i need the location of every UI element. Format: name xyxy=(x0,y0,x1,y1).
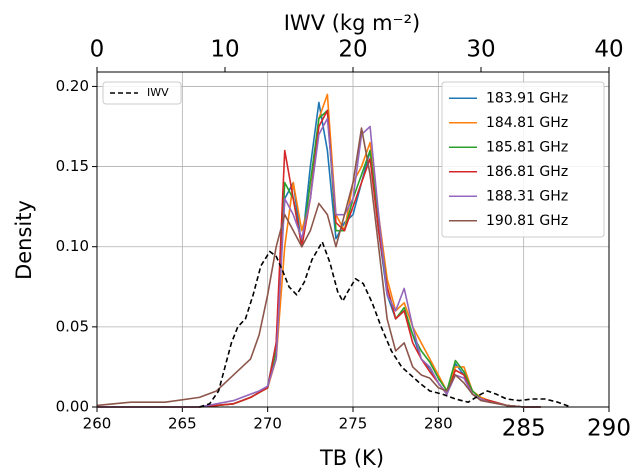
y-axis-label: Density xyxy=(12,200,36,280)
legend-label: 183.91 GHz xyxy=(486,90,568,106)
density-line xyxy=(96,127,541,408)
x-tick-label: 280 xyxy=(424,415,453,433)
plot-frame xyxy=(96,71,610,408)
legend-box xyxy=(102,81,182,105)
density-line xyxy=(97,109,541,408)
legend-label: 186.81 GHz xyxy=(486,164,568,180)
x-tick-label: 275 xyxy=(339,415,368,433)
density-line xyxy=(97,117,541,408)
legend-box xyxy=(441,81,605,238)
x-tick-label: 270 xyxy=(253,415,282,433)
y-tick-label: 0.20 xyxy=(56,77,89,95)
x2-tick-label: 20 xyxy=(338,37,367,63)
y-tick-label: 0.15 xyxy=(56,157,89,175)
x-tick-label: 260 xyxy=(83,415,112,433)
y-tick-label: 0.05 xyxy=(56,317,89,335)
legend-label: 188.31 GHz xyxy=(486,188,568,204)
legend-label: IWV xyxy=(147,86,169,99)
x2-tick-label: 0 xyxy=(90,37,105,63)
x2-tick-label: 40 xyxy=(594,37,623,63)
legend-label: 190.81 GHz xyxy=(486,213,568,229)
x-tick-label: 290 xyxy=(587,416,631,442)
x2-tick-label: 10 xyxy=(210,37,239,63)
legend-label: 185.81 GHz xyxy=(486,139,568,155)
y-tick-label: 0.00 xyxy=(56,398,89,416)
x2-tick-label: 30 xyxy=(466,37,495,63)
x-tick-label: 285 xyxy=(502,416,546,442)
legend-label: 184.81 GHz xyxy=(486,115,568,131)
iwv-line xyxy=(199,241,571,408)
x-tick-label: 265 xyxy=(168,415,197,433)
x-axis-label: TB (K) xyxy=(319,446,384,470)
y-tick-label: 0.10 xyxy=(56,237,89,255)
x2-axis-label: IWV (kg m⁻²) xyxy=(284,11,421,35)
